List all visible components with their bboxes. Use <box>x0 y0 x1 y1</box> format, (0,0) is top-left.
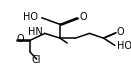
Text: O: O <box>79 12 87 22</box>
Text: O: O <box>117 27 124 38</box>
Text: HO: HO <box>117 41 131 51</box>
Text: HN: HN <box>28 27 43 38</box>
Text: Cl: Cl <box>32 55 41 65</box>
Text: O: O <box>16 34 24 44</box>
Text: HO: HO <box>23 12 38 22</box>
